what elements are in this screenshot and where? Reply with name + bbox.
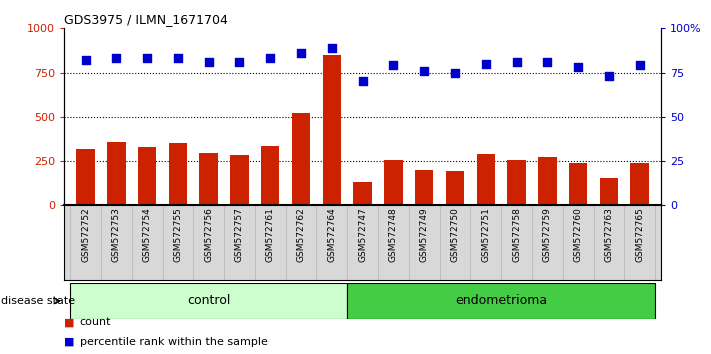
Text: GSM572753: GSM572753 — [112, 207, 121, 262]
Bar — [292, 113, 310, 205]
Point — [634, 63, 646, 68]
Point — [542, 59, 553, 65]
Text: control: control — [187, 295, 230, 307]
Point — [419, 68, 430, 74]
Point — [203, 59, 215, 65]
Text: GSM572759: GSM572759 — [542, 207, 552, 262]
Bar — [538, 156, 557, 205]
Bar — [200, 153, 218, 205]
Text: count: count — [80, 318, 111, 327]
Point — [357, 79, 368, 84]
Text: GSM572765: GSM572765 — [635, 207, 644, 262]
Point — [264, 56, 276, 61]
Text: GSM572751: GSM572751 — [481, 207, 491, 262]
Text: endometrioma: endometrioma — [455, 295, 547, 307]
Text: ■: ■ — [64, 318, 75, 327]
Bar — [569, 163, 587, 205]
Bar — [107, 143, 126, 205]
Bar — [169, 143, 187, 205]
Bar — [76, 149, 95, 205]
Bar — [384, 160, 402, 205]
Text: GSM572760: GSM572760 — [574, 207, 582, 262]
Text: GSM572758: GSM572758 — [512, 207, 521, 262]
Text: GDS3975 / ILMN_1671704: GDS3975 / ILMN_1671704 — [64, 13, 228, 26]
Bar — [323, 55, 341, 205]
Bar — [415, 170, 434, 205]
Text: GSM572761: GSM572761 — [266, 207, 274, 262]
Text: GSM572763: GSM572763 — [604, 207, 614, 262]
Text: percentile rank within the sample: percentile rank within the sample — [80, 337, 267, 347]
Text: GSM572762: GSM572762 — [296, 207, 306, 262]
Text: GSM572750: GSM572750 — [451, 207, 459, 262]
Text: GSM572764: GSM572764 — [327, 207, 336, 262]
Text: GSM572757: GSM572757 — [235, 207, 244, 262]
Point — [234, 59, 245, 65]
Text: GSM572747: GSM572747 — [358, 207, 367, 262]
Point — [111, 56, 122, 61]
Bar — [230, 155, 249, 205]
Bar — [261, 146, 279, 205]
Point — [572, 64, 584, 70]
Bar — [353, 182, 372, 205]
Point — [295, 50, 306, 56]
Bar — [631, 163, 649, 205]
Point — [387, 63, 399, 68]
Bar — [508, 160, 525, 205]
Bar — [347, 283, 655, 319]
Bar — [138, 147, 156, 205]
Point — [172, 56, 183, 61]
Text: disease state: disease state — [1, 296, 75, 306]
Point — [326, 45, 338, 51]
Bar — [446, 171, 464, 205]
Point — [449, 70, 461, 75]
Point — [141, 56, 153, 61]
Bar — [70, 283, 347, 319]
Point — [480, 61, 491, 67]
Text: GSM572755: GSM572755 — [173, 207, 183, 262]
Text: GSM572752: GSM572752 — [81, 207, 90, 262]
Point — [80, 57, 91, 63]
Text: GSM572754: GSM572754 — [143, 207, 151, 262]
Text: GSM572756: GSM572756 — [204, 207, 213, 262]
Point — [510, 59, 522, 65]
Bar — [599, 178, 618, 205]
Point — [603, 73, 614, 79]
Text: GSM572748: GSM572748 — [389, 207, 398, 262]
Bar — [476, 154, 495, 205]
Text: GSM572749: GSM572749 — [419, 207, 429, 262]
Text: ■: ■ — [64, 337, 75, 347]
